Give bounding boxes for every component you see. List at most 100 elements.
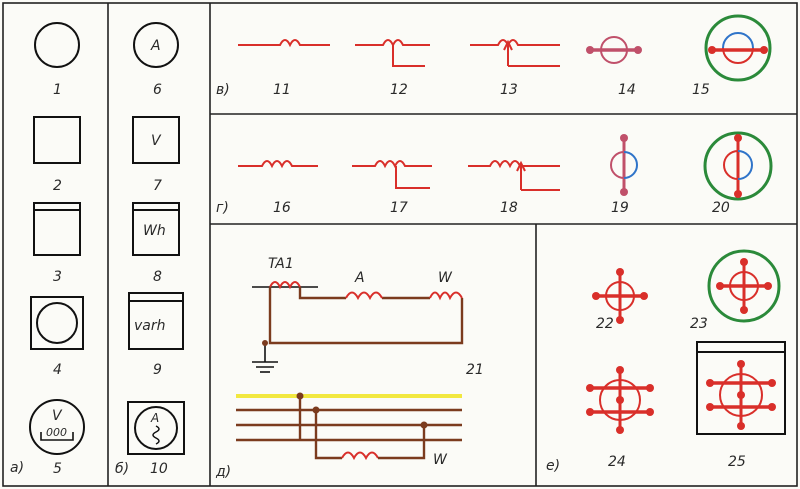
- symbol-20-blue-arc: [737, 150, 753, 180]
- symbol-6-circle: [133, 22, 179, 68]
- symbol-9-letter: varh: [134, 318, 166, 334]
- label-8: 8: [153, 269, 162, 285]
- symbol-10-letter: A: [150, 411, 159, 425]
- symbol-25-frame: [696, 341, 786, 435]
- symbol-14-dot-right: [634, 46, 642, 54]
- symbol-23-dot-t: [740, 258, 748, 266]
- symbol-19-dot-bottom: [620, 188, 628, 196]
- label-2: 2: [53, 178, 62, 194]
- label-18: 18: [500, 200, 518, 216]
- symbol-9-square: [128, 292, 184, 350]
- symbol-15-dot-right: [760, 46, 768, 54]
- symbol-14-circle: [600, 36, 628, 64]
- symbol-23-green-ring: [707, 249, 781, 323]
- symbol-19-dot-top: [620, 134, 628, 142]
- label-22: 22: [596, 316, 614, 332]
- circuit-tap-3: [378, 425, 426, 460]
- circuit-wattmeter-coil: [429, 291, 463, 301]
- circuit-tap-3-node: [420, 421, 428, 429]
- symbol-5-scale-bracket: [40, 432, 74, 441]
- symbol-19-pink-arc: [610, 151, 625, 179]
- label-11: 11: [273, 82, 291, 98]
- symbol-25-dot-5: [737, 360, 745, 368]
- label-10: 10: [150, 461, 168, 477]
- circuit-wattmeter-bottom-label: W: [433, 452, 448, 468]
- symbol-25-dot-3: [706, 403, 714, 411]
- symbol-5-circle: [29, 399, 85, 455]
- symbol-22-dot-r: [640, 292, 648, 300]
- symbol-8-letter: Wh: [143, 223, 166, 239]
- section-b: б): [115, 461, 129, 477]
- label-5: 5: [53, 461, 62, 477]
- symbol-2-square: [33, 116, 81, 164]
- symbol-6-letter: A: [150, 38, 161, 54]
- symbol-10-square: [127, 401, 185, 455]
- symbol-22-dot-b: [616, 316, 624, 324]
- symbol-19-blue-arc: [623, 151, 638, 179]
- section-a: а): [10, 460, 24, 476]
- circuit-bottom-coil: [341, 451, 379, 461]
- circuit-tap-2: [314, 410, 342, 460]
- symbol-13-coil: [470, 39, 560, 48]
- circuit-ammeter-coil: [345, 291, 383, 301]
- symbol-13-slider: [503, 39, 560, 67]
- symbol-23-dot-l: [716, 282, 724, 290]
- symbol-3-square-top: [33, 202, 81, 256]
- symbol-25-dot-c: [737, 391, 745, 399]
- label-7: 7: [153, 178, 162, 194]
- symbol-20-dot-bottom: [734, 190, 742, 198]
- symbol-23-dot-b: [740, 306, 748, 314]
- symbol-8-square: [132, 202, 180, 256]
- symbol-4-square: [30, 296, 84, 350]
- symbol-24-dot-2: [646, 384, 654, 392]
- symbol-16-coil: [238, 160, 318, 169]
- circuit-wattmeter-label: W: [438, 270, 453, 286]
- symbol-24-dot-1: [586, 384, 594, 392]
- label-25: 25: [728, 454, 746, 470]
- circuit-ta1-label: TA1: [268, 256, 294, 272]
- symbol-7-square: [132, 116, 180, 164]
- symbol-22-dot-l: [592, 292, 600, 300]
- symbol-20-red-arc: [723, 150, 739, 180]
- symbol-18-slider: [516, 160, 560, 191]
- symbol-10-spiral: [152, 425, 160, 445]
- symbol-23-dot-r: [764, 282, 772, 290]
- section-e: е): [546, 458, 560, 474]
- label-13: 13: [500, 82, 518, 98]
- label-12: 12: [390, 82, 408, 98]
- symbol-25-dot-2: [768, 379, 776, 387]
- symbol-4-circle: [36, 302, 78, 344]
- label-6: 6: [153, 82, 162, 98]
- symbol-24-dot-3: [586, 408, 594, 416]
- symbol-17-coil: [352, 160, 432, 169]
- symbol-24-dot-4: [646, 408, 654, 416]
- symbol-5-letter: V: [52, 408, 63, 424]
- symbol-22-dot-t: [616, 268, 624, 276]
- label-19: 19: [611, 200, 629, 216]
- symbol-12-coil: [355, 39, 430, 48]
- symbol-25-dot-6: [737, 422, 745, 430]
- label-1: 1: [53, 82, 62, 98]
- symbol-14-dot-left: [586, 46, 594, 54]
- symbol-20-dot-top: [734, 134, 742, 142]
- symbol-24-dot-6: [616, 426, 624, 434]
- label-9: 9: [153, 362, 162, 378]
- label-14: 14: [618, 82, 636, 98]
- label-15: 15: [692, 82, 710, 98]
- symbol-10-circle: [134, 406, 178, 450]
- circuit-ground-node: [262, 340, 268, 346]
- symbol-18-coil: [468, 160, 560, 169]
- symbol-11-coil: [238, 39, 330, 48]
- circuit-tap-1-node: [296, 392, 304, 400]
- symbol-15-green-ring: [704, 14, 772, 82]
- label-17: 17: [390, 200, 408, 216]
- circuit-secondary-loop: [268, 287, 464, 345]
- label-20: 20: [712, 200, 730, 216]
- symbol-25-dot-1: [706, 379, 714, 387]
- symbol-15-blue-arc: [722, 32, 754, 49]
- circuit-tap-2-node: [312, 406, 320, 414]
- symbol-15-red-arc: [722, 47, 754, 64]
